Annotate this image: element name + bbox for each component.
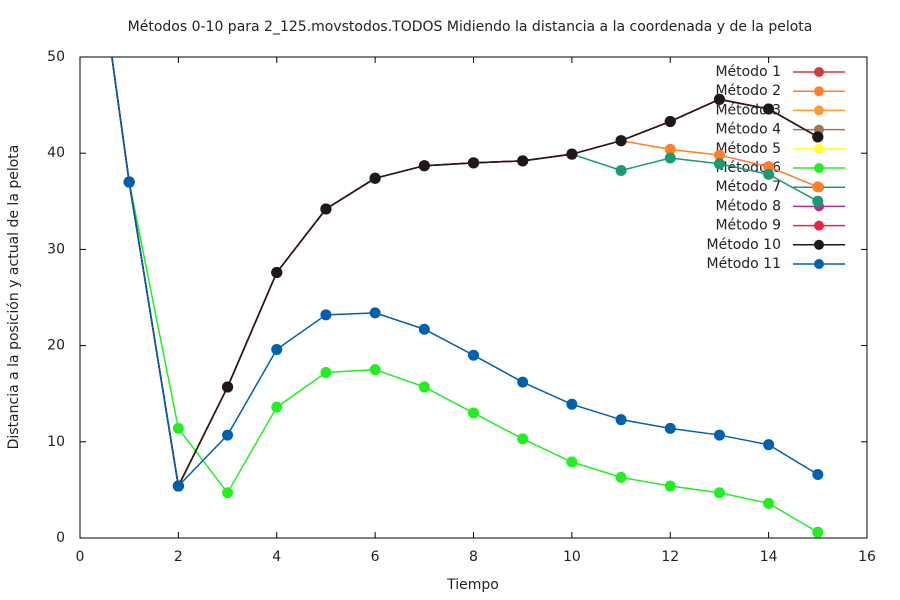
x-tick-label: 12 — [661, 549, 679, 565]
data-point — [222, 487, 234, 499]
series-line — [111, 57, 819, 488]
data-point — [172, 422, 184, 434]
legend-label: Método 10 — [707, 237, 781, 253]
legend-label: Método 1 — [715, 64, 781, 80]
data-point — [320, 309, 332, 321]
data-point — [369, 307, 381, 319]
data-point — [271, 343, 283, 355]
data-point — [664, 115, 676, 127]
data-point — [172, 480, 184, 492]
data-point — [517, 433, 529, 445]
plot-data — [111, 57, 824, 538]
data-point — [468, 349, 479, 361]
data-point — [320, 203, 332, 215]
data-point — [222, 429, 234, 441]
data-point — [713, 93, 725, 105]
data-point — [664, 422, 676, 434]
data-point — [369, 172, 381, 184]
data-point — [615, 414, 627, 426]
data-point — [812, 195, 824, 207]
x-tick-label: 2 — [174, 549, 183, 565]
series-line — [111, 57, 819, 489]
data-point — [566, 456, 578, 468]
data-point — [763, 439, 775, 451]
data-point — [418, 160, 430, 172]
legend-label: Método 8 — [715, 198, 781, 214]
data-point — [369, 364, 381, 376]
chart-title: Métodos 0-10 para 2_125.movstodos.TODOS … — [128, 19, 813, 35]
legend-marker — [814, 259, 824, 269]
data-point — [812, 131, 824, 143]
data-point — [517, 376, 529, 388]
data-point — [123, 176, 135, 188]
data-point — [713, 158, 725, 170]
legend-marker — [814, 86, 824, 97]
legend-label: Método 4 — [715, 122, 781, 138]
y-tick-label: 20 — [47, 338, 65, 354]
data-point — [812, 469, 824, 481]
data-point — [713, 149, 725, 161]
data-point — [763, 497, 775, 509]
data-point — [222, 381, 234, 393]
data-point — [664, 143, 676, 155]
x-tick-label: 0 — [76, 549, 85, 565]
data-point — [517, 155, 529, 167]
data-point — [664, 152, 676, 164]
data-point — [615, 471, 627, 483]
x-tick-label: 16 — [858, 549, 876, 565]
y-tick-label: 0 — [56, 530, 65, 546]
legend-marker — [814, 220, 824, 231]
data-point — [763, 161, 775, 173]
data-point — [713, 429, 725, 441]
data-point — [812, 181, 824, 193]
data-point — [271, 266, 283, 278]
legend-label: Método 2 — [715, 83, 781, 99]
y-tick-label: 30 — [47, 241, 65, 257]
x-tick-label: 6 — [371, 549, 380, 565]
y-tick-label: 40 — [47, 145, 65, 161]
data-point — [566, 398, 578, 410]
y-tick-label: 10 — [47, 434, 65, 450]
data-point — [713, 487, 725, 499]
data-point — [271, 401, 283, 413]
legend-label: Método 9 — [715, 218, 781, 234]
data-point — [615, 135, 627, 147]
legend-label: Método 7 — [715, 179, 781, 195]
y-tick-label: 50 — [47, 49, 65, 65]
data-point — [418, 323, 430, 335]
data-point — [812, 526, 824, 538]
data-point — [664, 480, 676, 492]
legend-marker — [814, 163, 824, 173]
legend-marker — [814, 67, 824, 77]
x-tick-label: 4 — [272, 549, 281, 565]
data-point — [468, 407, 479, 419]
x-axis-label: Tiempo — [446, 577, 499, 593]
legend-label: Método 11 — [707, 256, 781, 272]
data-point — [763, 103, 775, 115]
x-tick-label: 14 — [760, 549, 778, 565]
legend-marker — [814, 105, 824, 116]
legend-marker — [814, 143, 824, 154]
x-tick-label: 8 — [469, 549, 478, 565]
data-point — [763, 168, 775, 180]
x-tick-label: 10 — [563, 549, 581, 565]
data-point — [566, 148, 578, 160]
data-point — [418, 381, 430, 393]
data-point — [615, 165, 627, 177]
y-axis-label: Distancia a la posición y actual de la p… — [6, 145, 22, 450]
data-point — [468, 157, 479, 169]
legend-marker — [814, 239, 824, 250]
legend-label: Método 5 — [715, 141, 781, 157]
data-point — [320, 367, 332, 379]
